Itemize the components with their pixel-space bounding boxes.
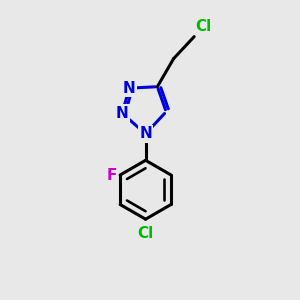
Text: N: N bbox=[116, 106, 128, 121]
Text: N: N bbox=[123, 81, 136, 96]
Text: F: F bbox=[107, 167, 117, 182]
Text: N: N bbox=[139, 126, 152, 141]
Text: Cl: Cl bbox=[196, 19, 212, 34]
Text: Cl: Cl bbox=[137, 226, 154, 241]
